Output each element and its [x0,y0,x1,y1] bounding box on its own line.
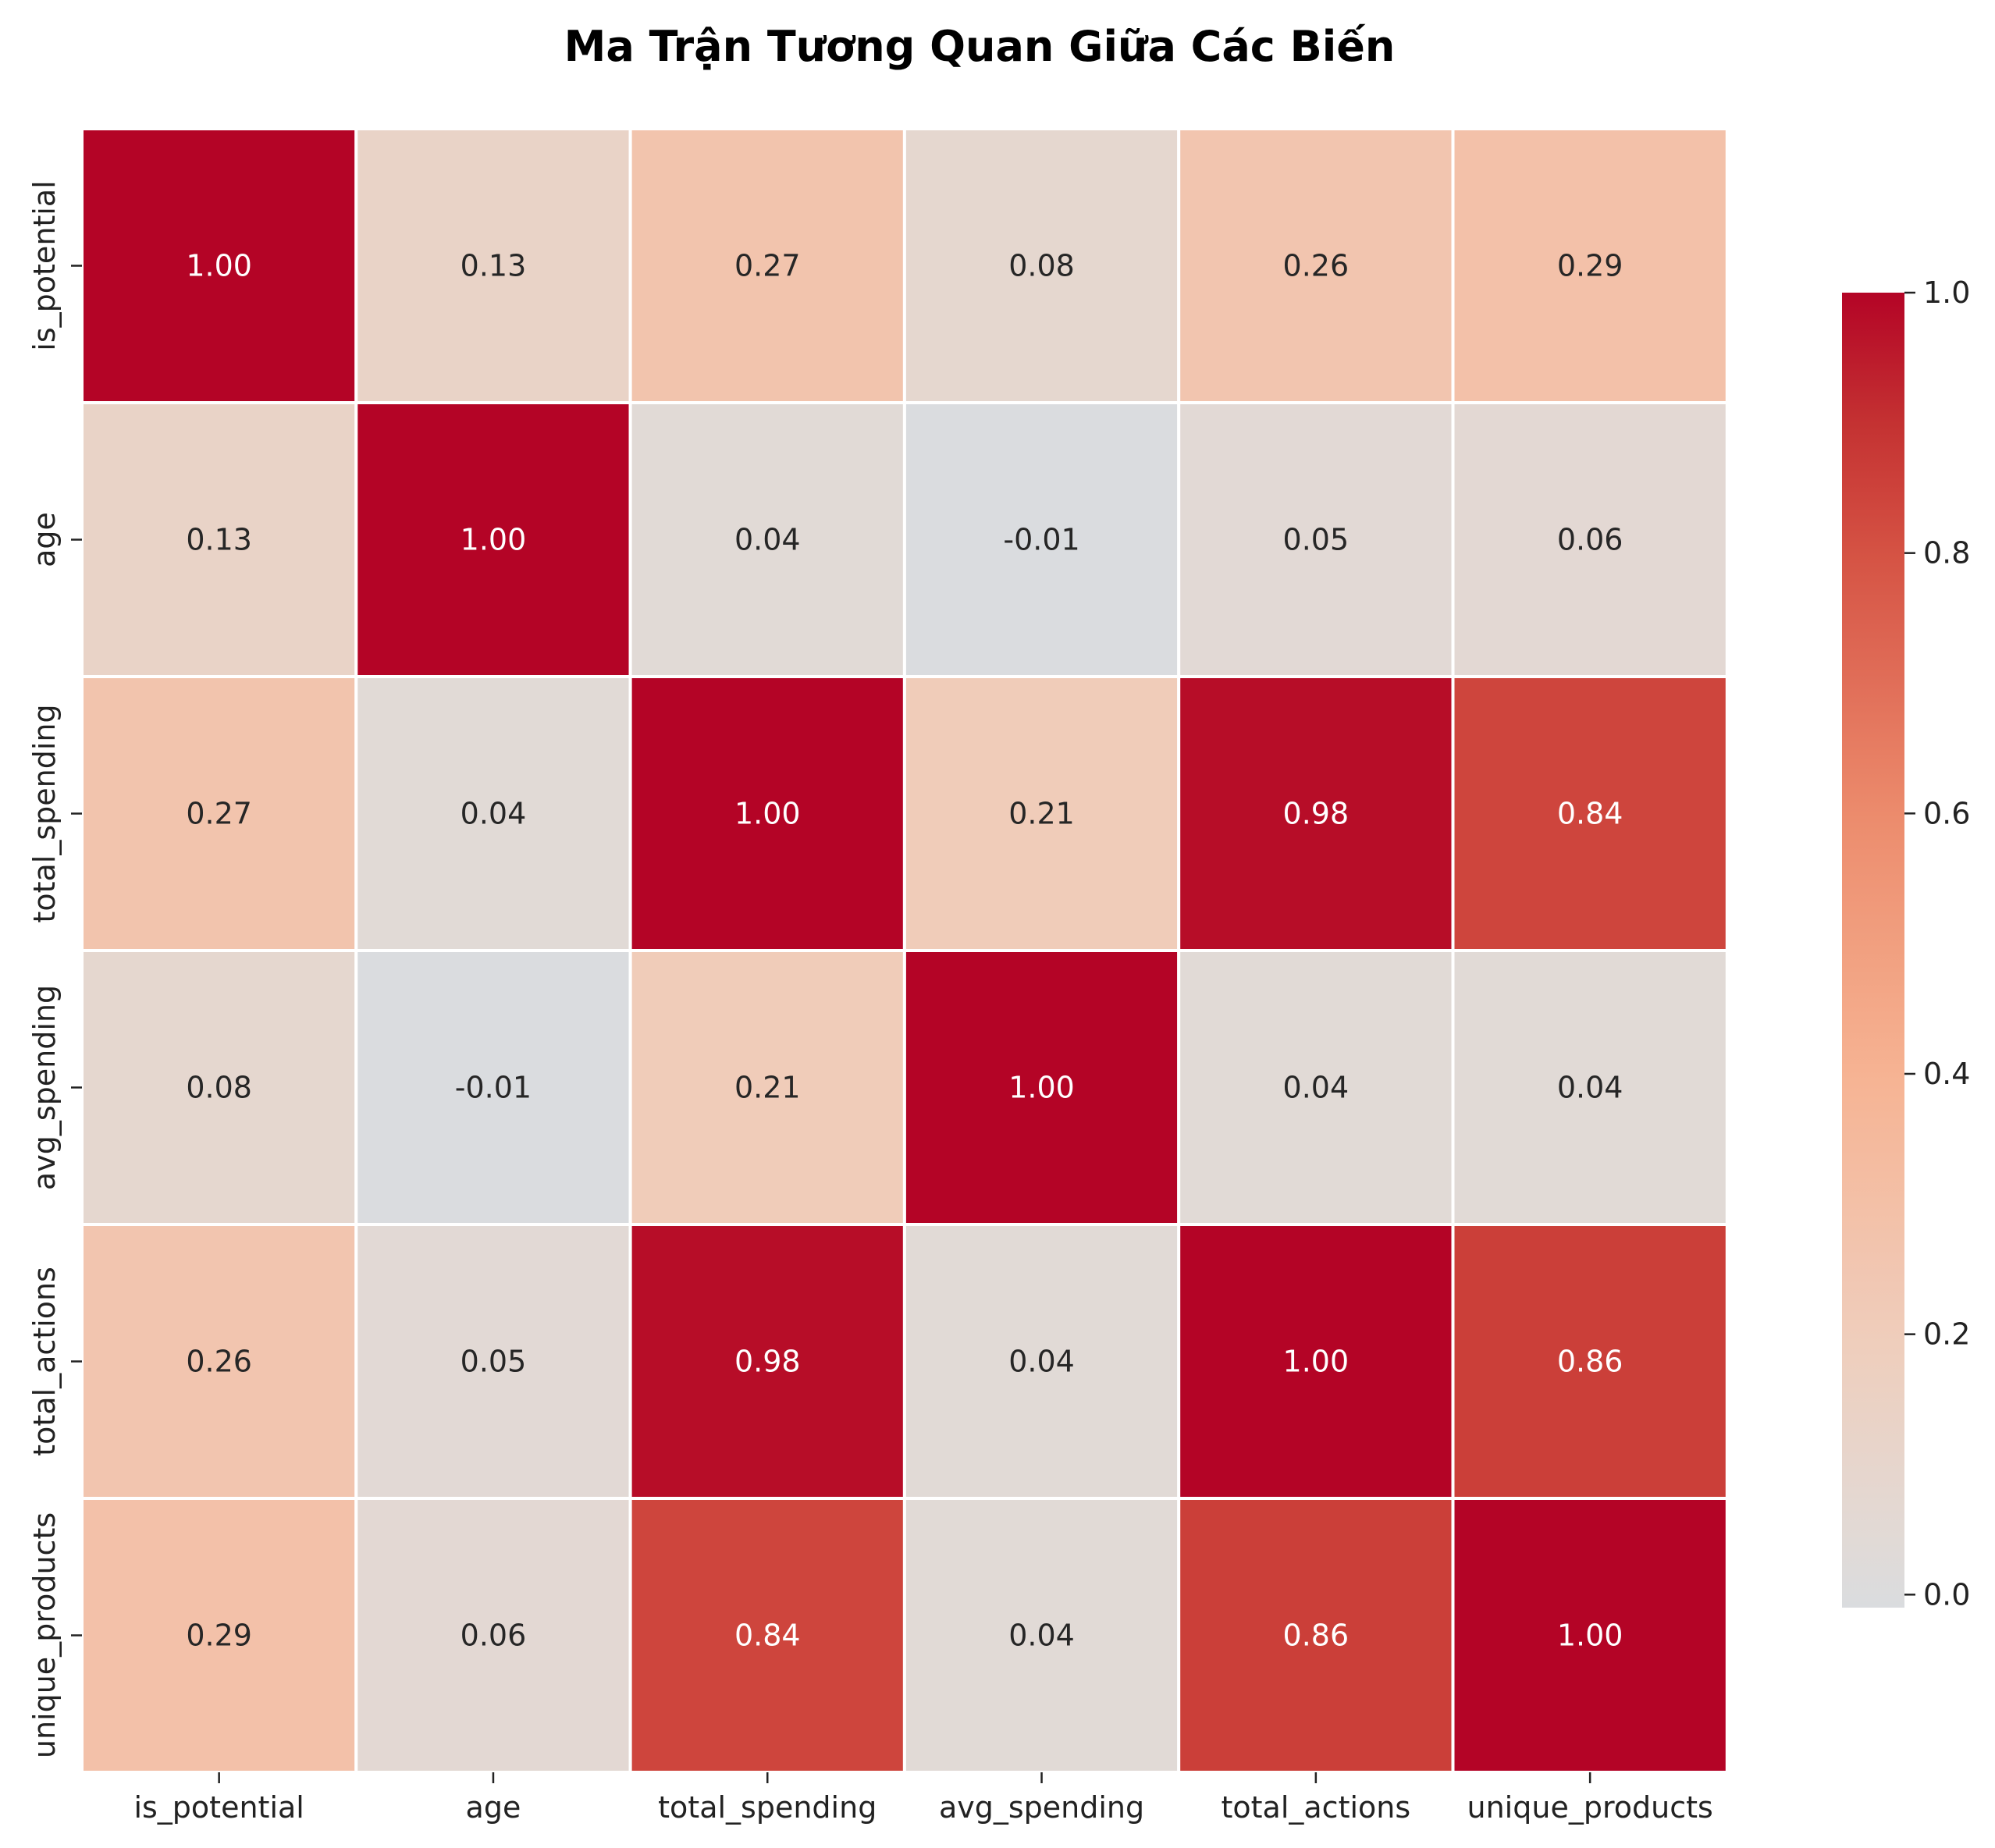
cell-value-label: 1.00 [1283,1345,1350,1379]
heatmap-cell [1177,1223,1455,1500]
heatmap-cell [80,1223,358,1500]
cell-value-label: 0.29 [186,1619,252,1653]
cell-value-label: 0.84 [1557,797,1623,831]
cell-value-label: 0.04 [1283,1071,1350,1105]
y-tick-label: total_spending [27,704,62,922]
colorbar-tick-label: 0.2 [1923,1317,1970,1352]
x-tick-label: total_spending [658,1790,877,1825]
heatmap-cell [354,675,632,952]
chart-title: Ma Trận Tương Quan Giữa Các Biến [564,22,1396,71]
heatmap-cell [902,1223,1181,1500]
x-tick-label: total_actions [1222,1790,1411,1825]
colorbar-tick-label: 0.0 [1923,1577,1970,1612]
heatmap-cell [628,949,906,1226]
cell-value-label: 1.00 [734,797,801,831]
cell-value-label: 0.21 [1008,797,1075,831]
heatmap-cell [354,401,632,678]
y-tick-label: avg_spending [27,985,62,1190]
heatmap-cell [1451,127,1729,404]
cell-value-label: 0.04 [1557,1071,1623,1105]
heatmap-cell [1177,127,1455,404]
cell-value-label: 1.00 [1557,1619,1623,1653]
cell-value-label: 1.00 [1008,1071,1075,1105]
cell-value-label: 0.27 [186,797,252,831]
heatmap-cell [1451,1223,1729,1500]
cell-value-label: 1.00 [461,523,527,557]
cell-value-label: 0.98 [1283,797,1350,831]
x-tick-label: is_potential [133,1790,304,1825]
cell-value-label: 0.98 [734,1345,801,1379]
heatmap-cell [1451,949,1729,1226]
cell-value-label: 0.26 [186,1345,252,1379]
heatmap-cells: 1.00 0.13 0.27 0.08 0.26 0.29 0.13 1.00 0.04 -0.0… [80,127,1729,1774]
colorbar-gradient [1842,293,1904,1608]
x-tick-label: unique_products [1467,1790,1713,1825]
colorbar-tick-label: 0.8 [1923,536,1970,570]
cell-value-label: 0.05 [1283,523,1350,557]
colorbar-tick-label: 0.4 [1923,1057,1970,1091]
colorbar: 0.0 0.2 0.4 0.6 0.8 1.0 [1842,275,1970,1612]
heatmap-cell [80,1497,358,1774]
y-tick-label: is_potential [27,180,62,350]
cell-value-label: 0.04 [1008,1619,1075,1653]
cell-value-label: 0.04 [461,797,527,831]
cell-value-label: 0.86 [1283,1619,1350,1653]
heatmap-cell [1451,1497,1729,1774]
cell-value-label: 0.04 [1008,1345,1075,1379]
heatmap-cell [354,127,632,404]
y-tick-label: age [27,512,62,567]
heatmap-cell [1451,401,1729,678]
x-tick-label: age [466,1790,521,1825]
cell-value-label: 0.26 [1283,249,1350,283]
heatmap-cell [1177,1497,1455,1774]
colorbar-tick-label: 0.6 [1923,796,1970,830]
cell-value-label: 0.29 [1557,249,1623,283]
cell-value-label: 0.27 [734,249,801,283]
cell-value-label: 0.86 [1557,1345,1623,1379]
heatmap-cell [1177,949,1455,1226]
cell-value-label: 0.05 [461,1345,527,1379]
y-tick-label: unique_products [27,1512,62,1758]
heatmap-cell [1451,675,1729,952]
heatmap-cell [628,127,906,404]
cell-value-label: -0.01 [455,1071,532,1105]
cell-value-label: -0.01 [1003,523,1079,557]
cell-value-label: 0.13 [461,249,527,283]
heatmap-cell [902,127,1181,404]
heatmap-cell [354,949,632,1226]
heatmap-cell [628,675,906,952]
cell-value-label: 0.06 [1557,523,1623,557]
x-tick-label: avg_spending [939,1790,1144,1825]
x-axis: is_potential age total_spending avg_spendin… [133,1772,1713,1825]
cell-value-label: 1.00 [186,249,252,283]
cell-value-label: 0.08 [1008,249,1075,283]
cell-value-label: 0.06 [461,1619,527,1653]
heatmap-cell [902,401,1181,678]
cell-value-label: 0.08 [186,1071,252,1105]
colorbar-tick-label: 1.0 [1923,275,1970,310]
cell-value-label: 0.84 [734,1619,801,1653]
heatmap-cell [628,1223,906,1500]
heatmap-cell [80,949,358,1226]
cell-value-label: 0.13 [186,523,252,557]
cell-value-label: 0.04 [734,523,801,557]
heatmap-cell [80,127,358,404]
heatmap-cell [902,675,1181,952]
heatmap-cell [1177,675,1455,952]
heatmap-cell [902,949,1181,1226]
heatmap-cell [80,675,358,952]
y-tick-label: total_actions [27,1267,62,1456]
cell-value-label: 0.21 [734,1071,801,1105]
